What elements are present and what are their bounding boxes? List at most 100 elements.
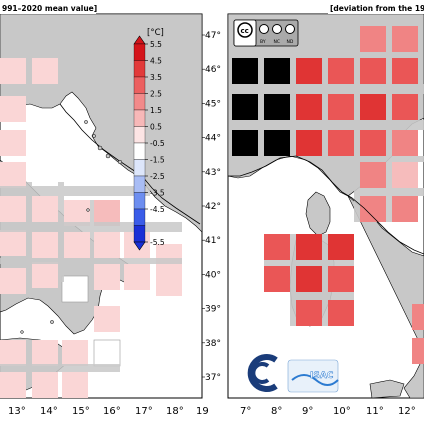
longitude-label: 18° xyxy=(166,406,184,417)
grid-cell xyxy=(32,58,58,84)
colorbar-swatch xyxy=(133,126,146,144)
colorbar-tick-label: 4.5 xyxy=(150,57,162,66)
longitude-label: 7° xyxy=(240,406,251,417)
grid-cell xyxy=(232,58,258,84)
longitude-label: 19 xyxy=(196,406,209,417)
right-coastline xyxy=(228,155,424,255)
grid-cell xyxy=(124,264,150,290)
grid-cell xyxy=(264,94,290,120)
grid-cell xyxy=(32,372,58,398)
grid-cell xyxy=(32,340,58,366)
left-longitude-labels: 13° 14° 15° 16° 17° 18° 19 xyxy=(8,406,209,417)
grid-cell xyxy=(0,230,26,256)
grid-cell xyxy=(64,200,90,226)
grid-cell xyxy=(360,130,386,156)
latitude-label: 39° xyxy=(205,305,221,315)
grid-cell xyxy=(264,58,290,84)
latitude-label: 44° xyxy=(205,134,221,144)
colorbar-tick-label: 2.5 xyxy=(150,90,162,99)
left-grid-lines xyxy=(0,182,182,372)
colorbar-swatch xyxy=(133,109,146,127)
grid-cell xyxy=(360,196,386,222)
latitude-label: 37° xyxy=(205,373,221,383)
latitude-label: 41° xyxy=(205,236,221,246)
latitude-label: 46° xyxy=(205,65,221,75)
colorbar-swatch xyxy=(133,192,146,210)
left-coastline xyxy=(59,103,201,225)
latitude-label: 47° xyxy=(205,31,221,41)
left-grid-cells xyxy=(0,58,182,398)
grid-cell xyxy=(360,26,386,52)
latitude-label: 43° xyxy=(205,168,221,178)
left-panel-title: 991–2020 mean value] xyxy=(2,4,97,13)
latitude-label: 42° xyxy=(205,202,221,212)
colorbar-tick-label: -0.5 xyxy=(150,139,165,148)
latitude-label: 40° xyxy=(205,270,221,280)
isac-text: ISAC xyxy=(310,371,334,381)
grid-cell xyxy=(392,162,418,188)
right-land-sicily xyxy=(369,379,405,399)
grid-cell xyxy=(0,268,26,294)
colorbar-swatch xyxy=(133,175,146,193)
grid-cell xyxy=(0,196,26,222)
cc-icon xyxy=(237,22,253,38)
colorbar: [°C] 5.5 4.5 3.5 2.5 1.5 0.5 -0.5 -1.5 -2.5 -3.5 -… xyxy=(133,28,165,251)
longitude-label: 17° xyxy=(135,406,153,417)
grid-cell xyxy=(232,130,258,156)
nd-equal-icon xyxy=(285,24,295,34)
left-map-panel: 991–2020 mean value] xyxy=(0,2,203,399)
grid-cell xyxy=(296,266,322,292)
longitude-label: 16° xyxy=(103,406,121,417)
grid-cell xyxy=(0,96,26,122)
colorbar-tick-label: -4.5 xyxy=(150,205,165,214)
longitude-label: 13° xyxy=(8,406,26,417)
grid-cell xyxy=(360,94,386,120)
grid-cell xyxy=(61,275,89,303)
colorbar-swatch xyxy=(133,225,146,243)
right-panel-title: [deviation from the 199 xyxy=(330,4,424,13)
colorbar-bottom-arrow xyxy=(133,241,146,251)
colorbar-tick-label: 3.5 xyxy=(150,73,162,82)
grid-cell xyxy=(392,58,418,84)
grid-cell xyxy=(412,304,424,330)
grid-cell xyxy=(156,270,182,296)
by-label: BY xyxy=(260,39,266,45)
grid-cell xyxy=(0,58,26,84)
grid-cell xyxy=(412,338,424,364)
colorbar-swatch xyxy=(133,142,146,160)
grid-cell xyxy=(94,232,120,258)
colorbar-swatch xyxy=(133,93,146,111)
grid-cell xyxy=(0,162,26,188)
latitude-labels: 47° 46° 45° 44° 43° 42° 41° 40° 39° 38° 37° xyxy=(202,31,221,383)
longitude-label: 15° xyxy=(72,406,90,417)
right-grid-cells xyxy=(232,26,424,364)
colorbar-swatch xyxy=(133,159,146,177)
cnr-logo xyxy=(238,352,286,392)
colorbar-swatch xyxy=(133,60,146,78)
cc-text: cc xyxy=(241,27,249,35)
grid-cell xyxy=(328,130,354,156)
cc-license-badge: cc BY NC ND xyxy=(233,19,299,47)
left-islands xyxy=(20,120,123,334)
longitude-label: 11° xyxy=(366,406,384,417)
isac-logo: ISAC xyxy=(287,359,339,393)
grid-cell xyxy=(328,300,354,326)
colorbar-swatch xyxy=(133,43,146,61)
grid-cell xyxy=(156,244,182,270)
grid-cell xyxy=(296,234,322,260)
colorbar-tick-label: -3.5 xyxy=(150,189,165,198)
longitude-label: 10° xyxy=(333,406,351,417)
grid-cell xyxy=(296,300,322,326)
colorbar-tick-label: 5.5 xyxy=(150,40,162,49)
colorbar-tick-label: -1.5 xyxy=(150,156,165,165)
grid-cell xyxy=(360,58,386,84)
grid-cell xyxy=(392,130,418,156)
grid-cell xyxy=(296,58,322,84)
colorbar-swatch xyxy=(133,76,146,94)
grid-cell xyxy=(328,266,354,292)
grid-cell xyxy=(360,162,386,188)
grid-cell xyxy=(32,262,58,288)
right-grid-lines xyxy=(232,26,424,326)
nc-label: NC xyxy=(274,39,281,45)
grid-cell xyxy=(392,196,418,222)
